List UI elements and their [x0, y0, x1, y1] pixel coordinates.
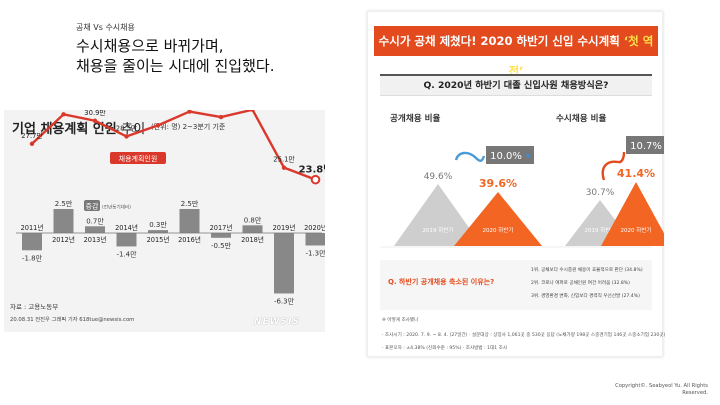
line-value-label-9: 23.8만 — [299, 163, 325, 176]
change-bar-8 — [274, 233, 294, 294]
line-point-0 — [29, 141, 35, 146]
line-point-6 — [218, 114, 224, 120]
rolling-prev-value: 30.7% — [586, 188, 615, 198]
line-point-4 — [155, 123, 161, 128]
line-point-7 — [250, 110, 255, 112]
year-label-9: 2020년 — [304, 223, 325, 232]
reason-answer-3: 3위. 경영환경 변화, 신입보다 경력직 우선선발 (27.4%) — [531, 294, 640, 299]
rolling-cur-value: 41.4% — [617, 167, 655, 180]
year-label-4: 2015년 — [147, 235, 170, 244]
change-bar-5 — [179, 209, 200, 233]
reason-answer-2: 2위. 코로나 여파로 공채인원 여건 어려움 (32.8%) — [531, 281, 630, 286]
open-cur-triangle — [454, 192, 542, 246]
change-label-2: 0.7만 — [86, 216, 104, 225]
change-label-9: -1.3만 — [305, 248, 325, 257]
open-delta-value: 10.0% — [490, 151, 522, 162]
change-bar-3 — [116, 233, 137, 247]
infographic-banner: 수시가 공채 제쳤다! 2020 하반기 신입 수시계획 ‘첫 역전’ — [374, 26, 658, 78]
series-badge-bg — [110, 152, 166, 164]
change-bar-4 — [148, 230, 168, 233]
open-cur-value: 39.6% — [479, 177, 517, 190]
reason-box: Q. 하반기 공개채용 축소된 이유는? 1위. 공채보다 수시충원 채용이 효… — [380, 260, 652, 310]
chart-source: 자료 : 고용노동부 — [10, 303, 59, 311]
year-label-1: 2012년 — [52, 235, 75, 244]
change-badge-label: 증감 — [86, 203, 99, 211]
open-delta-box — [486, 146, 534, 164]
change-label-1: 2.5만 — [55, 199, 73, 208]
open-hiring-heading: 공개채용 비율 — [390, 114, 441, 124]
rolling-delta-box — [626, 136, 664, 154]
hiring-plan-line — [31, 110, 316, 181]
change-label-4: 0.3만 — [149, 220, 167, 229]
reason-answer-1: 1위. 공채보다 수시충원 채용이 효율적으로 판단 (34.8%) — [531, 268, 643, 273]
year-label-6: 2017년 — [210, 223, 233, 232]
change-bar-2 — [85, 226, 105, 233]
open-delta-arrow: ▼ — [526, 153, 531, 160]
open-prev-label: 2019 하반기 — [423, 226, 454, 234]
change-badge-note: (전년동기대비) — [102, 204, 131, 211]
series-badge-label: 채용계획인원 — [119, 154, 158, 163]
rolling-delta-value: 10.7% — [630, 141, 662, 152]
change-label-6: -0.5만 — [211, 241, 232, 250]
rolling-delta-pointer — [601, 151, 626, 181]
line-point-9 — [310, 174, 321, 185]
survey-detail-1: · 조사시기 : 2020. 7. 9. ~ 8. 4. (27일간) · 설문… — [382, 333, 666, 338]
survey-question: Q. 2020년 하반기 대졸 신입사원 채용방식은? — [380, 74, 652, 96]
survey-detail-2: · 표본오차 : ±4.38% (신뢰수준 : 95%) · 조사방법 : 1대… — [382, 346, 508, 351]
newsis-watermark: NEWSIS — [254, 317, 300, 327]
slide-tag: 공채 Vs 수시채용 — [76, 23, 135, 32]
rolling-prev-label: 2019 하반기 — [585, 226, 616, 234]
rolling-hiring-heading: 수시채용 비율 — [556, 114, 607, 124]
year-label-5: 2016년 — [178, 235, 201, 244]
change-label-5: 2.5만 — [181, 199, 199, 208]
change-badge-bg — [84, 200, 100, 211]
open-prev-value: 49.6% — [424, 172, 453, 182]
year-label-8: 2019년 — [273, 223, 296, 232]
change-bar-9 — [305, 233, 325, 246]
rolling-cur-triangle — [601, 182, 664, 246]
survey-method-title: ※ 어떻게 조사됐나 — [382, 318, 419, 323]
change-bar-1 — [53, 209, 74, 233]
ratio-triangles-svg: 49.6% 2019 하반기 39.6% 2020 하반기 10.0% ▼ 30.7% 201… — [380, 136, 664, 248]
year-label-0: 2011년 — [21, 223, 44, 232]
open-delta-pointer — [454, 151, 486, 162]
change-label-8: -6.3만 — [274, 296, 295, 305]
line-value-label-3: 28.5만 — [116, 123, 137, 132]
rolling-hiring-infographic: 수시가 공채 제쳤다! 2020 하반기 신입 수시계획 ‘첫 역전’ Q. 2… — [367, 11, 666, 357]
chart-subtitle: (단위: 명) 2~3분기 기준 — [151, 123, 226, 131]
open-prev-triangle — [394, 184, 482, 246]
year-label-3: 2014년 — [115, 223, 138, 232]
reason-question: Q. 하반기 공개채용 축소된 이유는? — [388, 278, 495, 286]
line-value-label-2: 30.9만 — [84, 110, 105, 117]
copyright-notice: Copyright©. Seabyeol Yu. All Rights Rese… — [615, 383, 708, 396]
line-point-1 — [61, 112, 66, 117]
line-point-2 — [92, 118, 98, 123]
line-value-label-0: 27.7만 — [21, 131, 42, 140]
hiring-plan-svg: -1.8만 2.5만 0.7만 -1.4만 0.3만 2.5만 -0.5만 0.8만 -6.3만… — [16, 110, 325, 305]
change-bar-6 — [211, 233, 231, 238]
rolling-cur-label: 2020 하반기 — [621, 226, 652, 234]
slide-headline: 수시채용으로 바뀌가며, 채용을 줄이는 시대에 진입했다. — [76, 37, 275, 75]
year-label-7: 2018년 — [241, 235, 264, 244]
change-bar-7 — [242, 225, 263, 233]
line-value-label-8: 25.1만 — [273, 155, 294, 164]
line-point-5 — [187, 110, 192, 114]
year-label-2: 2013년 — [84, 235, 107, 244]
change-label-3: -1.4만 — [116, 249, 137, 258]
line-point-3 — [124, 134, 129, 139]
chart-credit: 20.08.31 전진우 그래픽 기자 618tue@newsis.com — [10, 317, 135, 323]
change-label-0: -1.8만 — [22, 253, 43, 262]
change-label-7: 0.8만 — [244, 215, 262, 224]
line-point-8 — [281, 165, 287, 170]
chart-title: 기업 채용계획 인원 추이 — [12, 122, 146, 137]
open-cur-label: 2020 하반기 — [483, 226, 514, 234]
hiring-plan-chart: 기업 채용계획 인원 추이 (단위: 명) 2~3분기 기준 -1.8만 2.5만… — [4, 110, 325, 332]
change-bar-0 — [22, 233, 42, 251]
